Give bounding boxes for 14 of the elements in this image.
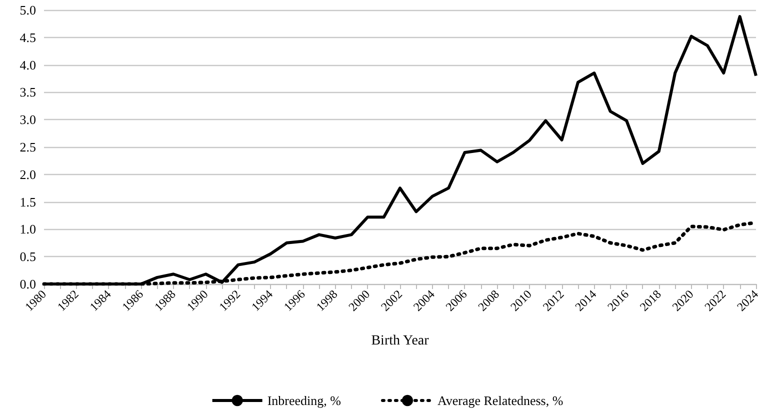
x-axis-title: Birth Year — [371, 334, 430, 348]
y-tick-label: 0.5 — [20, 249, 36, 264]
y-tick-label: 3.0 — [20, 112, 36, 128]
y-tick-label: 0.0 — [20, 276, 36, 292]
y-tick-label: 4.0 — [20, 57, 36, 72]
y-tick-label: 1.0 — [20, 222, 36, 237]
legend-label: Average Relatedness, % — [437, 393, 564, 408]
y-tick-label: 5.0 — [20, 2, 36, 18]
y-tick-label: 2.0 — [20, 166, 36, 182]
y-tick-label: 2.5 — [20, 140, 36, 154]
y-tick-label: 3.5 — [20, 84, 36, 100]
y-tick-label: 4.5 — [20, 30, 36, 45]
legend-label: Inbreeding, % — [267, 393, 342, 408]
y-tick-label: 1.5 — [20, 194, 36, 210]
